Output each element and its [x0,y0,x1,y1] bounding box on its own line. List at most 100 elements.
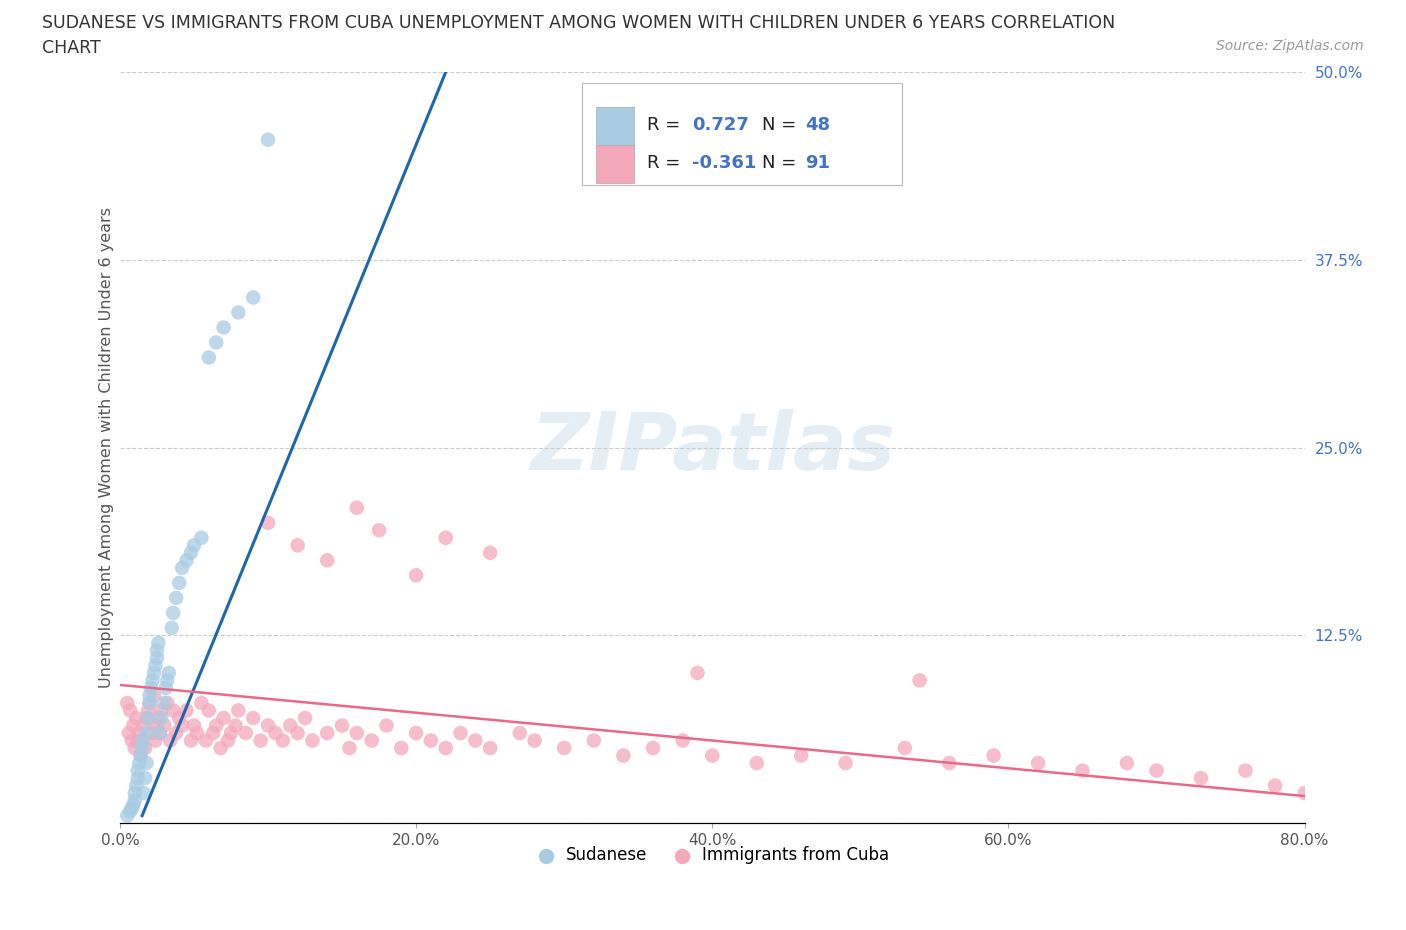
Text: N =: N = [762,116,801,135]
Point [183,718,205,733]
Point [235,725,257,740]
Point [1264,778,1286,793]
Point [148,711,170,725]
Point [257,515,280,530]
Point [1294,786,1316,801]
Point [127,733,149,748]
Point [172,718,194,733]
Point [145,733,167,748]
Point [264,725,287,740]
Point [686,666,709,681]
Point [146,643,169,658]
Point [672,733,695,748]
Point [205,335,228,350]
Point [118,725,141,740]
Point [479,545,502,560]
Point [146,650,169,665]
Point [165,725,187,740]
Point [172,561,194,576]
Point [122,718,145,733]
Point [141,725,163,740]
Point [132,718,155,733]
Point [135,711,157,725]
Point [316,725,339,740]
Point [136,703,159,718]
Point [128,725,150,740]
Point [278,718,301,733]
Point [834,755,856,770]
Text: 91: 91 [804,154,830,172]
Point [257,132,280,147]
Point [120,804,142,818]
Point [155,681,177,696]
Point [612,748,634,763]
Point [167,576,190,591]
Point [135,725,157,740]
Point [156,696,179,711]
Text: CHART: CHART [42,39,101,57]
Point [153,696,176,711]
Point [176,703,198,718]
Point [127,771,149,786]
Point [368,523,391,538]
Point [389,740,412,755]
Point [117,808,139,823]
Point [434,740,457,755]
Point [330,718,353,733]
Point [127,764,149,778]
Point [145,658,167,673]
Point [129,748,152,763]
Point [287,538,309,552]
Point [242,711,264,725]
Point [138,696,160,711]
Point [146,718,169,733]
Point [212,711,235,725]
Point [143,688,166,703]
Point [141,673,163,688]
Point [346,725,368,740]
Point [190,696,212,711]
Point [149,725,172,740]
Point [228,703,250,718]
Point [582,733,605,748]
Point [135,755,157,770]
Point [257,718,280,733]
Point [983,748,1005,763]
Point [745,755,768,770]
Point [148,635,170,650]
Point [136,711,159,725]
Text: N =: N = [762,154,801,172]
Point [1116,755,1139,770]
Point [165,591,187,605]
Point [124,793,146,808]
Point [464,733,486,748]
Point [202,725,225,740]
Point [138,696,160,711]
Point [212,320,235,335]
Point [419,733,441,748]
Point [132,786,155,801]
Point [405,568,427,583]
Point [156,673,179,688]
Point [242,290,264,305]
Point [360,733,382,748]
Point [180,733,202,748]
Point [167,711,190,725]
Point [1026,755,1049,770]
Point [205,718,228,733]
Point [249,733,271,748]
Point [150,711,173,725]
Point [125,711,148,725]
Point [217,733,239,748]
Point [128,755,150,770]
Text: R =: R = [647,154,686,172]
Point [450,725,472,740]
Point [1234,764,1257,778]
Text: Source: ZipAtlas.com: Source: ZipAtlas.com [1216,39,1364,53]
Point [150,703,173,718]
Text: -0.361: -0.361 [692,154,756,172]
Point [1189,771,1212,786]
Point [125,778,148,793]
Point [301,733,323,748]
Point [138,688,160,703]
